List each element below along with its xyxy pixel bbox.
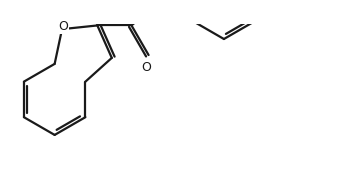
Text: O: O	[58, 20, 68, 33]
Text: O: O	[142, 61, 151, 74]
